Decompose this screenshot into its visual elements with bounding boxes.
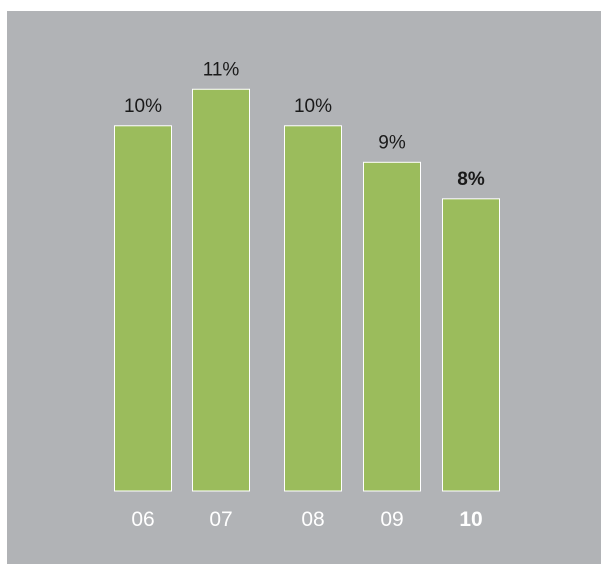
chart-panel: 10% 11% 10% 9% 8% 06 07 08 09 10 bbox=[7, 11, 601, 564]
value-label-08: 10% bbox=[294, 96, 332, 117]
bar-09 bbox=[363, 161, 421, 492]
bars-layer bbox=[114, 88, 500, 492]
x-axis-tick-labels: 06 07 08 09 10 bbox=[131, 508, 482, 531]
x-tick-label-10: 10 bbox=[459, 508, 482, 531]
bar-07 bbox=[192, 88, 250, 492]
x-tick-label-09: 09 bbox=[380, 508, 403, 531]
value-label-09: 9% bbox=[378, 132, 406, 153]
bar-10 bbox=[442, 198, 500, 492]
bar-06 bbox=[114, 125, 172, 492]
x-tick-label-08: 08 bbox=[301, 508, 324, 531]
value-label-06: 10% bbox=[124, 96, 162, 117]
value-label-10: 8% bbox=[457, 169, 485, 190]
bar-chart: 10% 11% 10% 9% 8% 06 07 08 09 10 bbox=[114, 59, 500, 531]
value-label-07: 11% bbox=[203, 59, 240, 80]
bar-08 bbox=[284, 125, 342, 492]
value-labels-layer: 10% 11% 10% 9% 8% bbox=[124, 59, 485, 190]
x-tick-label-06: 06 bbox=[131, 508, 154, 531]
x-tick-label-07: 07 bbox=[209, 508, 232, 531]
